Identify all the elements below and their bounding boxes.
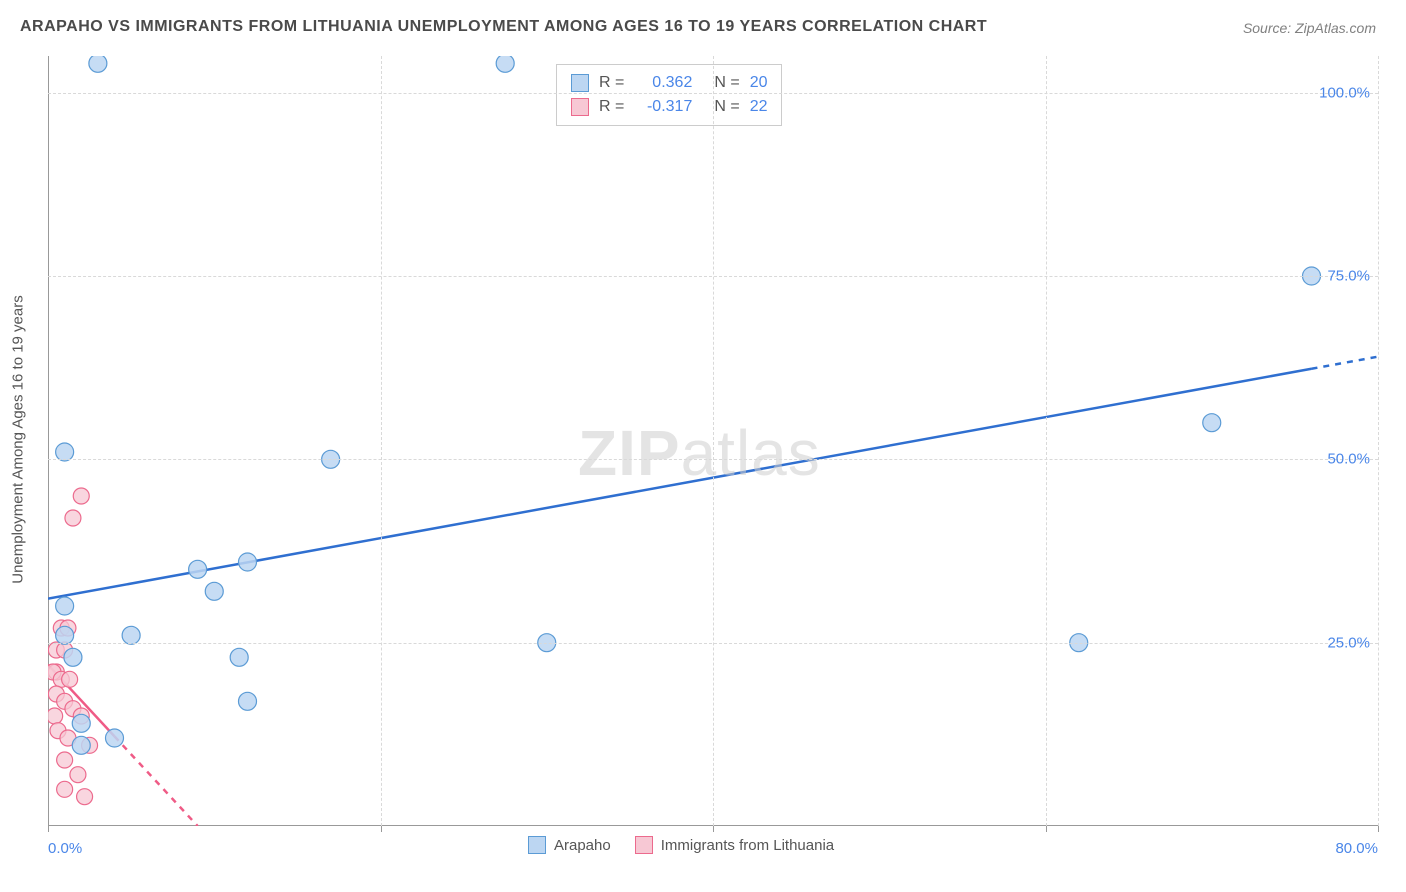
legend-label: Arapaho — [554, 837, 611, 854]
data-point — [65, 510, 81, 526]
data-point — [73, 488, 89, 504]
data-point — [122, 626, 140, 644]
data-point — [239, 692, 257, 710]
legend-swatch — [571, 98, 589, 116]
n-label: N = — [714, 74, 739, 92]
y-tick-label: 25.0% — [1327, 634, 1370, 651]
data-point — [57, 752, 73, 768]
x-tick — [381, 826, 382, 832]
y-tick-label: 75.0% — [1327, 268, 1370, 285]
data-point — [189, 560, 207, 578]
gridline-v — [381, 56, 382, 826]
series-legend: Arapaho Immigrants from Lithuania — [528, 836, 834, 854]
n-value: 22 — [750, 98, 768, 116]
stats-legend-row: R = 0.362 N = 20 — [571, 71, 767, 95]
legend-swatch — [528, 836, 546, 854]
data-point — [57, 781, 73, 797]
trend-line — [115, 736, 198, 826]
data-point — [56, 626, 74, 644]
data-point — [239, 553, 257, 571]
data-point — [70, 767, 86, 783]
legend-item: Arapaho — [528, 836, 611, 854]
r-label: R = — [599, 74, 624, 92]
y-tick-label: 100.0% — [1319, 84, 1370, 101]
y-axis-title: Unemployment Among Ages 16 to 19 years — [10, 280, 27, 600]
stats-legend: R = 0.362 N = 20 R = -0.317 N = 22 — [556, 64, 782, 126]
x-tick — [1046, 826, 1047, 832]
x-tick-label: 80.0% — [1335, 840, 1378, 857]
legend-label: Immigrants from Lithuania — [661, 837, 834, 854]
n-value: 20 — [750, 74, 768, 92]
x-tick — [1378, 826, 1379, 832]
x-tick-label: 0.0% — [48, 840, 82, 857]
data-point — [48, 708, 63, 724]
r-value: -0.317 — [634, 98, 692, 116]
data-point — [89, 56, 107, 72]
data-point — [56, 443, 74, 461]
source-label: Source: ZipAtlas.com — [1243, 20, 1376, 36]
data-point — [72, 736, 90, 754]
data-point — [56, 597, 74, 615]
chart-title: ARAPAHO VS IMMIGRANTS FROM LITHUANIA UNE… — [20, 18, 987, 36]
gridline-v — [713, 56, 714, 826]
x-tick — [713, 826, 714, 832]
data-point — [64, 648, 82, 666]
n-label: N = — [714, 98, 739, 116]
plot-area: ZIPatlas R =0.362N =20R =-0.317N =22 Ara… — [48, 56, 1378, 826]
legend-swatch — [571, 74, 589, 92]
legend-swatch — [635, 836, 653, 854]
gridline-v — [1046, 56, 1047, 826]
legend-item: Immigrants from Lithuania — [635, 836, 834, 854]
data-point — [72, 714, 90, 732]
stats-legend-row: R = -0.317 N = 22 — [571, 95, 767, 119]
r-label: R = — [599, 98, 624, 116]
r-value: 0.362 — [634, 74, 692, 92]
y-tick-label: 50.0% — [1327, 451, 1370, 468]
data-point — [230, 648, 248, 666]
data-point — [106, 729, 124, 747]
x-tick — [48, 826, 49, 832]
data-point — [1203, 414, 1221, 432]
trend-line — [48, 369, 1312, 599]
data-point — [496, 56, 514, 72]
data-point — [62, 671, 78, 687]
data-point — [77, 789, 93, 805]
gridline-v — [1378, 56, 1379, 826]
data-point — [205, 582, 223, 600]
trend-line — [1312, 357, 1379, 369]
